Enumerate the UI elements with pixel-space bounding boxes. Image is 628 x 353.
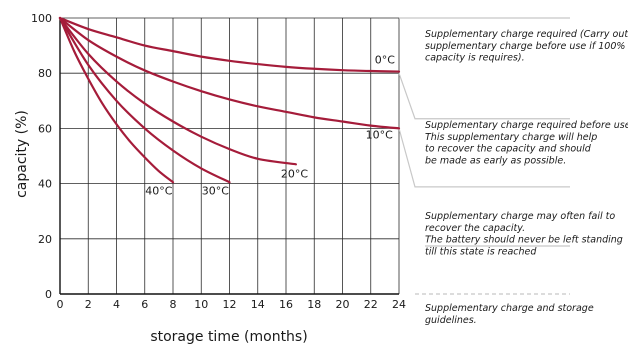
x-tick-label: 2: [85, 298, 92, 311]
x-tick-label: 6: [141, 298, 148, 311]
x-tick-label: 4: [113, 298, 120, 311]
x-tick-label: 16: [279, 298, 293, 311]
guideline-note-line: Supplementary charge required before use…: [425, 120, 628, 131]
y-tick-label: 80: [38, 67, 52, 80]
curve-label-10c: 10°C: [366, 129, 393, 142]
curve-label-30c: 30°C: [202, 185, 229, 198]
curve-0c: [58, 16, 401, 73]
curve-30c: [58, 16, 231, 184]
guideline-note-line: Supplementary charge and storage: [425, 303, 594, 314]
x-tick-label: 12: [223, 298, 237, 311]
curve-label-40c: 40°C: [145, 185, 172, 198]
y-tick-label: 60: [38, 122, 52, 135]
guideline-note: Supplementary charge may often fail tore…: [425, 211, 623, 257]
y-tick-label: 0: [45, 288, 52, 301]
curve-label-20c: 20°C: [281, 167, 308, 180]
guideline-note-line: The battery should never be left standin…: [425, 235, 623, 246]
grid: [59, 17, 400, 295]
guideline-note-line: supplementary charge before use if 100%: [425, 41, 625, 52]
curve-10c: [58, 16, 401, 130]
guideline-note-line: recover the capacity.: [425, 223, 525, 234]
guideline-note-line: capacity is requires).: [425, 53, 525, 64]
x-tick-label: 8: [170, 298, 177, 311]
guideline-note-line: guidelines.: [425, 315, 477, 326]
zone-separator-line: [398, 128, 570, 188]
x-tick-label: 22: [364, 298, 378, 311]
x-tick-label: 24: [392, 298, 406, 311]
y-tick-label: 40: [38, 178, 52, 191]
guideline-notes: Supplementary charge required (Carry out…: [425, 29, 628, 326]
guideline-note-line: This supplementary charge will help: [425, 132, 597, 143]
guideline-note: Supplementary charge and storageguidelin…: [425, 303, 594, 326]
zone-separator-line: [398, 73, 570, 120]
guideline-note-line: to recover the capacity and should: [425, 144, 592, 155]
guideline-note: Supplementary charge required (Carry out…: [425, 29, 628, 64]
curve-20c: [58, 16, 297, 166]
y-tick-label: 20: [38, 233, 52, 246]
guideline-note: Supplementary charge required before use…: [425, 120, 628, 166]
x-tick-label: 0: [57, 298, 64, 311]
capacity-curves: [58, 16, 401, 184]
x-tick-label: 10: [194, 298, 208, 311]
curve-labels: 0°C 10°C 20°C 30°C 40°C: [145, 53, 395, 197]
curve-label-0c: 0°C: [375, 53, 395, 66]
x-axis-title: storage time (months): [150, 329, 307, 345]
guideline-note-line: Supplementary charge required (Carry out: [425, 29, 628, 40]
x-tick-label: 20: [336, 298, 350, 311]
y-axis-title: capacity (%): [14, 110, 30, 198]
y-tick-label: 100: [31, 12, 52, 25]
zone-lines: [398, 17, 570, 295]
x-tick-label: 18: [307, 298, 321, 311]
guideline-note-line: Supplementary charge may often fail to: [425, 211, 615, 222]
curve-40c: [58, 16, 175, 184]
guideline-note-line: till this state is reached: [425, 246, 537, 257]
x-tick-label: 14: [251, 298, 265, 311]
guideline-note-line: be made as early as possible.: [425, 155, 566, 166]
